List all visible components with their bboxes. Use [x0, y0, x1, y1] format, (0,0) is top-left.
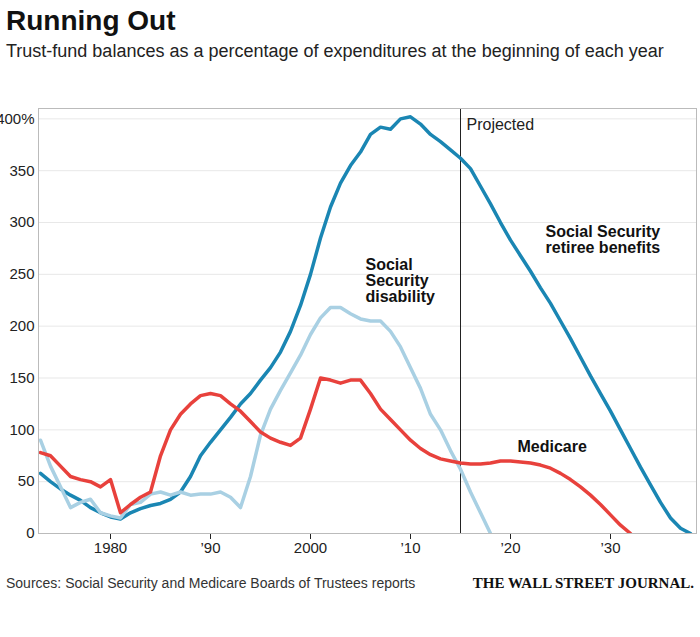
svg-text:1980: 1980 — [94, 539, 127, 556]
svg-text:Social Securityretiree benefit: Social Securityretiree benefits — [546, 223, 661, 256]
svg-text:Projected: Projected — [467, 116, 535, 133]
svg-text:50: 50 — [18, 472, 35, 489]
svg-text:’20: ’20 — [500, 539, 520, 556]
html-text:Running Out: Running Out — [6, 5, 176, 36]
svg-text:200: 200 — [9, 317, 34, 334]
svg-text:SocialSecuritydisability: SocialSecuritydisability — [366, 256, 435, 305]
html-text:THE WALL STREET JOURNAL.: THE WALL STREET JOURNAL. — [472, 575, 694, 591]
html-text:Trust-fund balances as a perce: Trust-fund balances as a percentage of e… — [6, 41, 664, 61]
svg-text:’90: ’90 — [200, 539, 220, 556]
svg-text:2000: 2000 — [294, 539, 327, 556]
svg-text:400%: 400% — [0, 110, 35, 127]
svg-text:0: 0 — [26, 524, 34, 541]
svg-text:’30: ’30 — [600, 539, 620, 556]
svg-text:Medicare: Medicare — [518, 438, 587, 455]
svg-text:300: 300 — [9, 213, 34, 230]
svg-text:150: 150 — [9, 369, 34, 386]
svg-text:350: 350 — [9, 161, 34, 178]
svg-text:’10: ’10 — [400, 539, 420, 556]
svg-text:100: 100 — [9, 421, 34, 438]
svg-text:250: 250 — [9, 265, 34, 282]
html-text:Sources: Social Security and M: Sources: Social Security and Medicare Bo… — [6, 575, 416, 591]
